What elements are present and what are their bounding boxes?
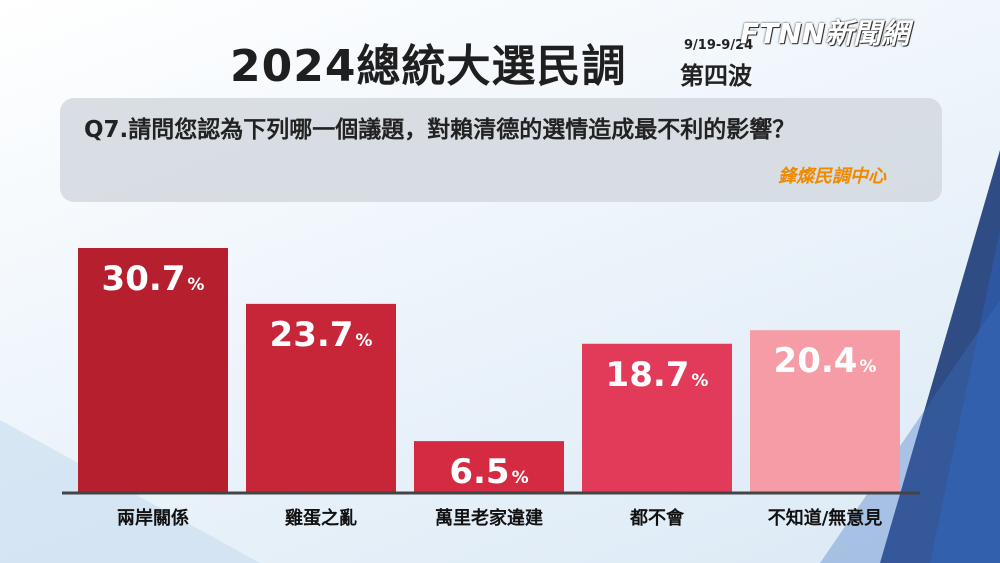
value-label: 20.4% (774, 341, 877, 381)
value-number: 30.7 (102, 259, 186, 299)
value-number: 23.7 (270, 315, 354, 355)
bar (582, 343, 732, 493)
chart-title: 2024總統大選民調 (230, 41, 627, 92)
x-tick-label: 雞蛋之亂 (284, 507, 357, 529)
value-unit: % (355, 331, 372, 351)
x-tick-label: 都不會 (629, 507, 685, 529)
bar (246, 303, 396, 493)
value-label: 18.7% (606, 355, 709, 395)
bar (414, 441, 564, 493)
question-box (60, 98, 942, 202)
value-number: 18.7 (606, 355, 690, 395)
question: Q7.請問您認為下列哪一個議題，對賴清德的選情造成最不利的影響？ (84, 117, 796, 143)
subtitle: 第四波 (680, 62, 752, 90)
value-label: 30.7% (102, 259, 205, 299)
value-number: 6.5 (449, 452, 509, 492)
value-unit: % (187, 275, 204, 295)
value-number: 20.4 (774, 341, 858, 381)
bar (78, 247, 228, 493)
value-label: 6.5% (449, 452, 528, 492)
value-unit: % (512, 468, 529, 488)
value-label: 23.7% (270, 315, 373, 355)
value-unit: % (691, 371, 708, 391)
x-tick-label: 萬里老家違建 (435, 507, 543, 529)
source: 鋒燦民調中心 (778, 166, 886, 187)
value-unit: % (859, 357, 876, 377)
x-tick-label: 兩岸關係 (117, 507, 189, 529)
date: 9/19-9/24 (684, 38, 754, 53)
bar (750, 330, 900, 493)
logo: FTNN新聞網 (740, 17, 910, 50)
x-tick-label: 不知道/無意見 (768, 507, 883, 529)
